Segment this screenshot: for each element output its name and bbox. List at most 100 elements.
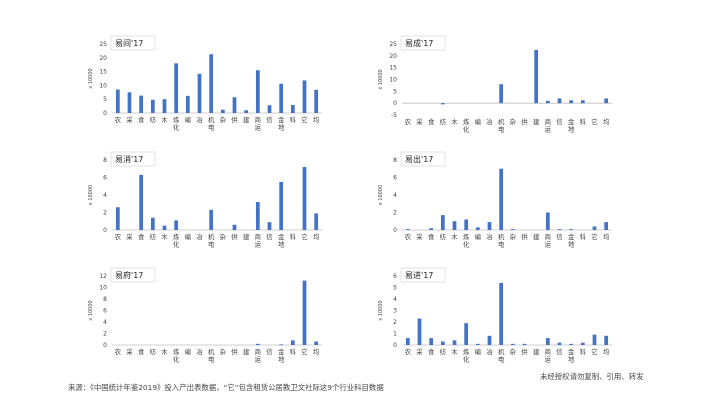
- bar: [197, 73, 202, 113]
- category-label: 信: [556, 347, 563, 356]
- y-tick-label: 5: [393, 285, 397, 292]
- chart-title: 易进'17: [405, 271, 433, 280]
- bar: [139, 95, 144, 113]
- bar: [487, 335, 492, 345]
- category-label: 商运: [255, 347, 262, 364]
- bar: [499, 282, 504, 345]
- category-label: 杂: [220, 233, 227, 241]
- category-label: 它: [591, 117, 597, 126]
- category-label: 编: [185, 232, 191, 241]
- category-label: 商运: [545, 117, 552, 134]
- bar: [557, 342, 562, 345]
- category-label: 建: [533, 347, 540, 356]
- chart-title: 易成'17: [405, 38, 433, 48]
- category-label: 编: [475, 232, 481, 241]
- category-label: 炼化: [463, 117, 470, 134]
- y-tick-label: 15: [99, 69, 107, 76]
- y-tick-label: 2: [103, 331, 107, 338]
- y-axis-label: x 10000: [378, 69, 384, 89]
- category-label: 均: [313, 232, 319, 241]
- bar: [255, 70, 260, 113]
- y-axis-label: x 10000: [378, 300, 384, 320]
- category-label: 编: [475, 347, 481, 356]
- category-label: 炼化: [463, 347, 470, 364]
- bar: [569, 343, 574, 345]
- category-label: 杂: [220, 348, 227, 356]
- rights-notice: 未经授权请勿复制、引用、转发: [540, 372, 644, 381]
- category-label: 它: [301, 232, 307, 241]
- y-tick-label: 10: [389, 77, 397, 84]
- category-label: 食: [428, 117, 435, 126]
- chart-5-svg: 0 2 4 6 8 10 12 x 10000 农采食纺木炼化编冶机电杂供建商运信 金地科它均 易府…: [88, 267, 322, 364]
- bar: [255, 343, 260, 345]
- category-label: 炼化: [173, 347, 180, 364]
- bar: [464, 323, 469, 345]
- bar: [314, 89, 319, 113]
- category-label: 机电: [498, 347, 505, 364]
- bar: [267, 222, 272, 230]
- y-tick-label: 8: [393, 157, 397, 164]
- bar: [487, 222, 492, 230]
- bar: [290, 340, 295, 345]
- y-tick-label: 25: [99, 41, 107, 48]
- chart-title: 易出'17: [405, 154, 433, 164]
- bar: [417, 318, 422, 345]
- category-label: 金地: [278, 115, 285, 132]
- bar: [604, 98, 609, 104]
- category-label: 机电: [498, 232, 505, 249]
- y-tick-label: 20: [99, 55, 107, 62]
- y-tick-label: 0: [103, 227, 107, 234]
- category-label: 采: [416, 232, 423, 241]
- bar: [604, 335, 609, 345]
- category-label: 采: [126, 232, 133, 241]
- category-label: 均: [313, 347, 319, 356]
- chart-1-svg: 0 5 10 15 20 25 x 10000 农采食纺木炼化编冶机电杂供建商运信 金地科它均 易…: [88, 35, 322, 132]
- bar: [302, 280, 307, 345]
- y-tick-label: 8: [103, 296, 107, 303]
- y-tick-label: 20: [389, 53, 397, 60]
- bar: [499, 84, 504, 104]
- y-tick-label: 25: [389, 41, 397, 48]
- bar: [209, 209, 214, 230]
- bar: [464, 219, 469, 230]
- chart-title-box: [400, 267, 446, 283]
- category-label: 它: [301, 115, 307, 124]
- chart-2-svg: -5 0 5 10 15 20 25 x 10000 农采食纺木炼化编冶机电杂供建商运信 金地科它…: [378, 35, 612, 134]
- category-label: 冶: [196, 232, 203, 241]
- category-label: 机电: [208, 232, 215, 249]
- category-label: 建: [243, 115, 250, 124]
- y-tick-label: 2: [393, 319, 397, 326]
- category-label: 它: [591, 347, 597, 356]
- category-label: 信: [266, 347, 273, 356]
- bar: [499, 168, 504, 230]
- bar: [232, 97, 237, 113]
- chart-title-box: [110, 267, 156, 283]
- y-tick-label: 2: [103, 210, 107, 217]
- y-tick-label: 6: [393, 175, 397, 182]
- bar: [440, 103, 445, 105]
- y-tick-label: 8: [103, 157, 107, 164]
- y-axis-label: x 10000: [88, 68, 94, 88]
- bar: [604, 222, 609, 230]
- category-label: 纺: [150, 115, 157, 124]
- category-label: 农: [405, 232, 412, 241]
- category-label: 机电: [498, 117, 505, 134]
- bar: [174, 63, 179, 113]
- category-label: 建: [243, 347, 250, 356]
- category-label: 编: [185, 115, 191, 124]
- category-label: 均: [603, 232, 609, 241]
- y-tick-label: 0: [393, 342, 397, 349]
- bar: [429, 338, 434, 345]
- bar: [314, 213, 319, 230]
- chart-title-box: [400, 151, 446, 167]
- bar: [545, 338, 550, 345]
- category-label: 它: [301, 347, 307, 356]
- category-label: 信: [556, 117, 563, 126]
- category-label: 金地: [568, 232, 575, 249]
- category-label: 食: [138, 347, 145, 356]
- bar: [440, 341, 445, 345]
- y-tick-label: 4: [393, 192, 397, 199]
- bar: [139, 174, 144, 230]
- category-label: 建: [533, 117, 540, 126]
